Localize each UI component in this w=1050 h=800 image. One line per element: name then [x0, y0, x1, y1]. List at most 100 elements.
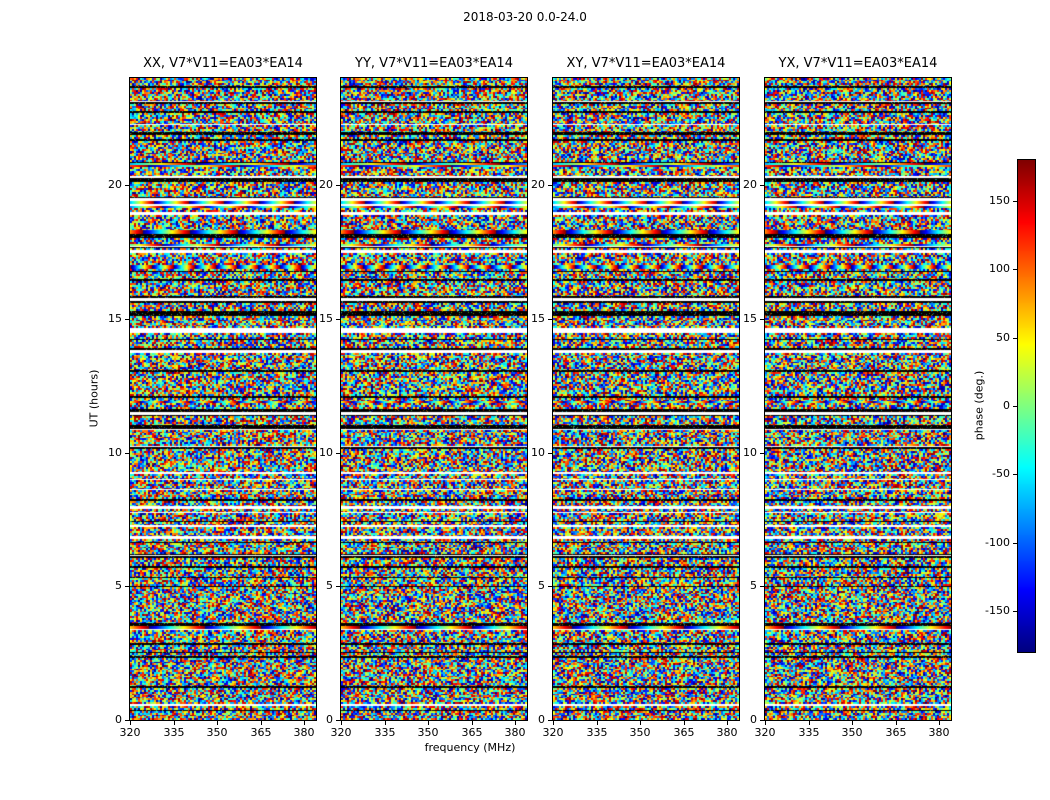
x-tick-label: 320 — [330, 726, 352, 739]
y-tick-label: 15 — [743, 312, 757, 325]
x-tick-mark — [553, 721, 554, 725]
y-tick-mark — [125, 586, 129, 587]
y-tick-mark — [336, 453, 340, 454]
y-tick-label: 5 — [326, 579, 333, 592]
x-tick-mark — [217, 721, 218, 725]
y-axis-label: UT (hours) — [87, 369, 101, 428]
colorbar-tick-label: 50 — [996, 331, 1010, 344]
y-tick-label: 10 — [108, 446, 122, 459]
x-tick-mark — [640, 721, 641, 725]
y-tick-label: 10 — [319, 446, 333, 459]
y-tick-label: 5 — [538, 579, 545, 592]
x-tick-mark — [765, 721, 766, 725]
y-tick-label: 0 — [115, 713, 122, 726]
y-tick-mark — [548, 319, 552, 320]
y-tick-label: 20 — [108, 178, 122, 191]
y-tick-label: 15 — [319, 312, 333, 325]
x-tick-mark — [174, 721, 175, 725]
colorbar-tick-mark — [1013, 338, 1017, 339]
x-tick-label: 380 — [293, 726, 315, 739]
x-tick-mark — [428, 721, 429, 725]
y-tick-label: 5 — [115, 579, 122, 592]
y-tick-mark — [760, 586, 764, 587]
y-tick-mark — [548, 185, 552, 186]
y-tick-mark — [336, 185, 340, 186]
colorbar-tick-label: 150 — [989, 194, 1010, 207]
x-tick-label: 380 — [928, 726, 950, 739]
x-tick-label: 335 — [374, 726, 396, 739]
x-tick-label: 350 — [206, 726, 228, 739]
x-tick-mark — [809, 721, 810, 725]
colorbar-tick-label: 100 — [989, 262, 1010, 275]
y-tick-label: 10 — [531, 446, 545, 459]
y-tick-mark — [336, 586, 340, 587]
y-tick-label: 15 — [108, 312, 122, 325]
colorbar-tick-mark — [1013, 406, 1017, 407]
x-tick-label: 320 — [542, 726, 564, 739]
heatmap-canvas-xx — [130, 78, 316, 720]
y-tick-mark — [760, 720, 764, 721]
x-tick-label: 365 — [461, 726, 483, 739]
y-tick-mark — [760, 319, 764, 320]
x-tick-mark — [684, 721, 685, 725]
x-tick-mark — [597, 721, 598, 725]
x-tick-mark — [939, 721, 940, 725]
y-tick-label: 15 — [531, 312, 545, 325]
x-tick-mark — [385, 721, 386, 725]
x-tick-label: 365 — [885, 726, 907, 739]
x-tick-mark — [341, 721, 342, 725]
colorbar-tick-label: -50 — [992, 467, 1010, 480]
heatmap-canvas-xy — [553, 78, 739, 720]
y-tick-mark — [125, 185, 129, 186]
x-tick-mark — [304, 721, 305, 725]
y-tick-label: 5 — [750, 579, 757, 592]
y-tick-label: 20 — [319, 178, 333, 191]
panel-xx — [129, 77, 317, 721]
panel-title-yx: YX, V7*V11=EA03*EA14 — [778, 56, 938, 71]
y-tick-mark — [548, 720, 552, 721]
x-tick-label: 350 — [629, 726, 651, 739]
y-tick-mark — [760, 453, 764, 454]
x-tick-mark — [896, 721, 897, 725]
x-tick-mark — [472, 721, 473, 725]
panel-yy — [340, 77, 528, 721]
y-tick-label: 0 — [538, 713, 545, 726]
x-tick-label: 350 — [841, 726, 863, 739]
x-tick-mark — [515, 721, 516, 725]
x-tick-label: 380 — [504, 726, 526, 739]
y-tick-label: 20 — [743, 178, 757, 191]
x-tick-mark — [727, 721, 728, 725]
x-tick-mark — [852, 721, 853, 725]
panel-xy — [552, 77, 740, 721]
colorbar-tick-mark — [1013, 543, 1017, 544]
y-tick-mark — [125, 453, 129, 454]
x-tick-label: 365 — [250, 726, 272, 739]
colorbar-tick-label: -100 — [985, 536, 1010, 549]
x-tick-label: 335 — [163, 726, 185, 739]
heatmap-canvas-yx — [765, 78, 951, 720]
colorbar-tick-label: -150 — [985, 604, 1010, 617]
figure-title: 2018-03-20 0.0-24.0 — [463, 10, 587, 24]
colorbar-tick-label: 0 — [1003, 399, 1010, 412]
y-tick-label: 0 — [326, 713, 333, 726]
panel-title-xy: XY, V7*V11=EA03*EA14 — [566, 56, 726, 71]
x-tick-label: 335 — [586, 726, 608, 739]
colorbar — [1017, 159, 1036, 653]
colorbar-tick-mark — [1013, 269, 1017, 270]
colorbar-tick-mark — [1013, 611, 1017, 612]
y-tick-mark — [548, 586, 552, 587]
panel-yx — [764, 77, 952, 721]
x-tick-mark — [130, 721, 131, 725]
x-tick-label: 365 — [673, 726, 695, 739]
y-tick-mark — [125, 319, 129, 320]
heatmap-canvas-yy — [341, 78, 527, 720]
colorbar-tick-mark — [1013, 201, 1017, 202]
colorbar-tick-mark — [1013, 474, 1017, 475]
x-tick-label: 380 — [716, 726, 738, 739]
y-tick-mark — [760, 185, 764, 186]
y-tick-label: 0 — [750, 713, 757, 726]
colorbar-canvas — [1018, 160, 1035, 652]
y-tick-mark — [125, 720, 129, 721]
x-tick-mark — [261, 721, 262, 725]
